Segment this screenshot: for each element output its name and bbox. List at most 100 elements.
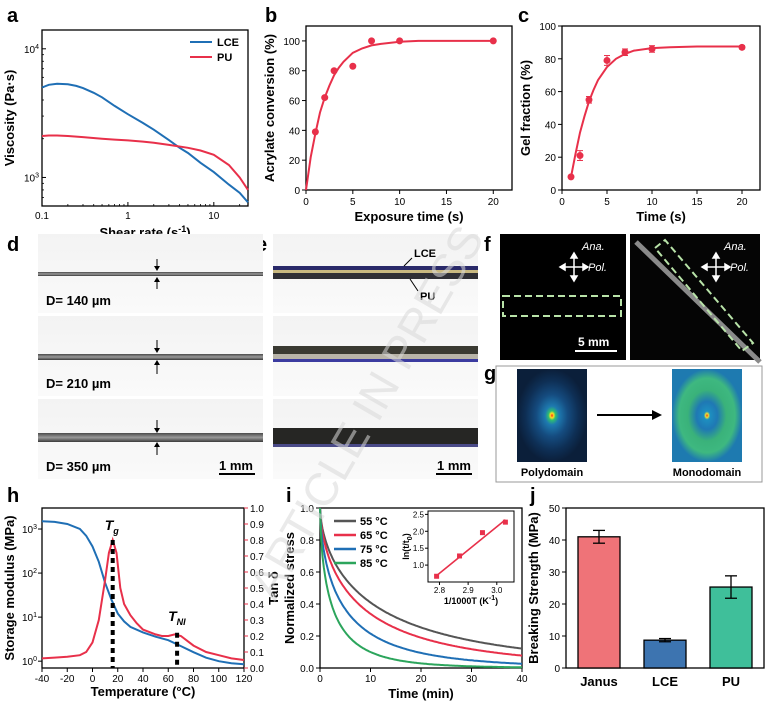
lce-label: LCE	[414, 248, 436, 260]
x-tick-label: 10	[394, 197, 406, 208]
micrograph-e-1: LCE PU	[273, 234, 478, 313]
panel-label-a: a	[7, 5, 19, 27]
y-tick-label: 40	[545, 120, 557, 131]
data-point	[489, 37, 497, 45]
x-tick-label: 15	[691, 197, 703, 208]
x-tick-label: 0.1	[35, 211, 49, 222]
x-axis-label: Temperature (°C)	[91, 684, 196, 699]
x-tick-label: 20	[112, 674, 124, 685]
inset-x-axis-label: 1/1000T (K-1)	[444, 595, 498, 606]
data-point	[576, 152, 584, 160]
y2-tick-label: 0.0	[250, 664, 264, 675]
series-line-storage-modulus	[41, 520, 245, 666]
y-tick-label: 50	[549, 504, 561, 515]
x-tick-label: 120	[236, 674, 253, 685]
y-tick-label: 100	[283, 37, 300, 48]
series-line-lce	[41, 82, 249, 204]
y-tick-label: 40	[549, 536, 561, 547]
transition-label: Tg	[105, 517, 120, 536]
y-tick-label: 1.0	[300, 504, 314, 515]
legend-label: 65 °C	[360, 530, 388, 542]
panel-d-micrographs: D= 140 µm D= 210 µm D= 350 µm 1 mm	[38, 234, 263, 479]
y-tick-label: 20	[545, 153, 557, 164]
x-tick-label: 40	[137, 674, 149, 685]
y-tick-label: 0.0	[300, 664, 314, 675]
plot-frame	[41, 29, 249, 207]
pointer-line	[403, 257, 413, 267]
x-tick-label: 10	[208, 211, 220, 222]
inset-data-point	[457, 553, 463, 559]
x-tick-label: 100	[210, 674, 227, 685]
panel-label-c: c	[518, 5, 529, 27]
y2-tick-label: 0.2	[250, 632, 264, 643]
data-point	[321, 94, 329, 102]
y-tick-label: 60	[545, 88, 557, 99]
dashed-box	[502, 295, 622, 317]
chart-i-stress-relaxation: 0 10 20 30 40 0.0 0.2 0.4 0.6 0.8 1.0 55 °C 65 °C 75 …	[282, 504, 528, 701]
x-tick-label: -20	[60, 674, 75, 685]
category-label-lce: LCE	[652, 674, 678, 689]
micrograph-e-2	[273, 316, 478, 396]
plot-frame	[41, 507, 245, 669]
y-tick-label: 20	[289, 156, 301, 167]
diameter-label: D= 140 µm	[46, 293, 111, 308]
category-label-janus: Janus	[580, 674, 618, 689]
x-axis-label: Time (min)	[388, 686, 454, 701]
monodomain-pattern	[672, 369, 742, 462]
fit-curve	[305, 39, 494, 191]
series-line-55c	[319, 507, 523, 650]
micrograph-d-350: D= 350 µm 1 mm	[38, 399, 263, 479]
y-tick-label: 80	[289, 67, 301, 78]
panel-label-h: h	[7, 485, 19, 507]
y-tick-label: 0	[554, 664, 560, 675]
x-tick-label: 0	[303, 197, 309, 208]
y-tick-label: 0	[294, 186, 300, 197]
y-axis-label: Normalized stress	[282, 532, 297, 644]
y-tick-label: 103	[22, 524, 37, 536]
pu-layer	[273, 273, 478, 279]
lce-layer	[273, 266, 478, 270]
y-tick-label: 101	[22, 612, 37, 624]
inset-y-tick-label: 2.0	[413, 527, 425, 536]
fiber	[38, 272, 263, 276]
analyzer-label: Ana.	[581, 241, 605, 253]
panel-label-d: d	[7, 234, 19, 256]
diameter-label: D= 210 µm	[46, 376, 111, 391]
y-tick-label: 0.8	[300, 536, 314, 547]
panel-f-polarized-images: Ana. Pol. 5 mm Ana. Pol.	[500, 234, 762, 364]
x-tick-label: 20	[415, 674, 427, 685]
legend-label: 75 °C	[360, 544, 388, 556]
legend-label: 55 °C	[360, 516, 388, 528]
panel-frame	[495, 365, 763, 483]
polarizer-label: Pol.	[588, 262, 607, 274]
y2-tick-label: 0.5	[250, 584, 264, 595]
fiber	[38, 354, 263, 360]
diameter-label: D= 350 µm	[46, 459, 111, 474]
series-line-65c	[319, 507, 523, 657]
inset-x-tick-label: 3.0	[491, 586, 503, 595]
series-line-85c	[319, 507, 522, 669]
y2-axis-label: Tan δ	[266, 571, 281, 605]
arrowhead-icon	[154, 428, 160, 433]
arrowhead-icon	[652, 410, 662, 420]
y-tick-label: 20	[549, 600, 561, 611]
x-tick-label: 80	[188, 674, 200, 685]
x-tick-label: 10	[646, 197, 658, 208]
y2-tick-label: 0.6	[250, 568, 264, 579]
x-tick-label: 0	[90, 674, 96, 685]
polydomain-label: Polydomain	[521, 467, 584, 479]
panel-g-waxs: Polydomain Monodomain	[495, 365, 763, 483]
x-tick-label: 0	[317, 674, 323, 685]
data-point	[738, 43, 746, 51]
panel-label-f: f	[484, 234, 491, 256]
x-tick-label: 10	[365, 674, 377, 685]
x-tick-label: 30	[466, 674, 478, 685]
polarizer-label: Pol.	[730, 262, 749, 274]
chart-b-acrylate-conversion: 0 5 10 15 20 0 20 40 60 80 100 Exposure time (s) Acr…	[262, 25, 513, 224]
polarizer-cross-icon	[700, 251, 732, 283]
scale-bar-label: 5 mm	[578, 335, 609, 349]
legend-label-lce: LCE	[217, 37, 239, 49]
chart-j-breaking-strength: 0 10 20 30 40 50 Janus LCE PU Breaking Strength (…	[526, 504, 765, 689]
x-axis-label: Time (s)	[636, 209, 686, 224]
